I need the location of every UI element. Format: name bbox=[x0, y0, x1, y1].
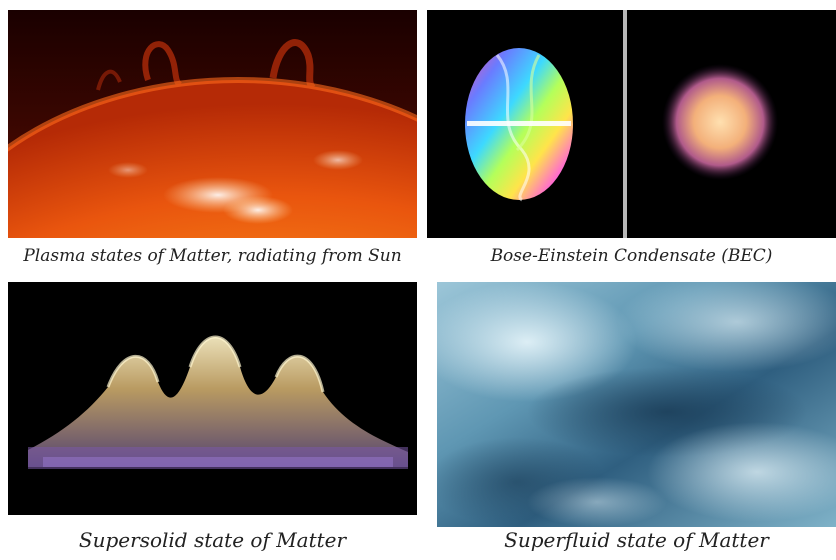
superfluid-image bbox=[437, 282, 836, 527]
caption-bec: Bose-Einstein Condensate (BEC) bbox=[490, 246, 773, 266]
sun-plasma-icon bbox=[8, 10, 417, 238]
bec-image bbox=[427, 10, 836, 238]
caption-supersolid: Supersolid state of Matter bbox=[78, 528, 347, 552]
supersolid-image bbox=[8, 282, 417, 515]
caption-superfluid: Superfluid state of Matter bbox=[504, 528, 769, 552]
superfluid-icon bbox=[437, 282, 836, 527]
sun-plasma-image bbox=[8, 10, 417, 238]
bec-icon bbox=[427, 10, 836, 238]
supersolid-icon bbox=[8, 282, 417, 515]
caption-plasma: Plasma states of Matter, radiating from … bbox=[23, 246, 402, 266]
